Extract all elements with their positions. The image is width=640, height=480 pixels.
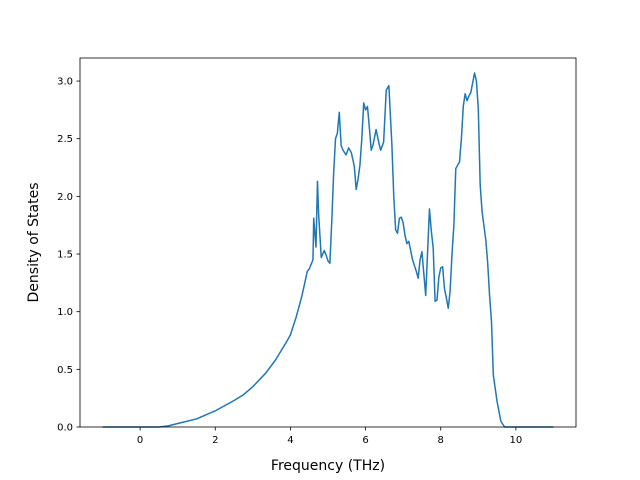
y-tick-label: 1.5 (57, 250, 73, 261)
x-tick-label: 2 (212, 435, 218, 446)
plot-frame (79, 57, 577, 428)
plot-area (80, 58, 576, 427)
x-tick-label: 10 (510, 435, 523, 446)
y-tick-label: 0.0 (57, 423, 73, 434)
y-tick-label: 3.0 (57, 77, 73, 88)
ticks: 0 2 4 6 8 10 0.0 0.5 1.0 1.5 2.0 2.5 3.0 (57, 77, 522, 446)
y-axis-label: Density of States (26, 183, 42, 303)
y-tick-label: 2.0 (57, 192, 73, 203)
x-tick-label: 0 (137, 435, 143, 446)
y-tick-label: 1.0 (57, 307, 73, 318)
x-tick-label: 6 (362, 435, 368, 446)
y-tick-label: 2.5 (57, 134, 73, 145)
x-axis-label: Frequency (THz) (271, 458, 385, 474)
x-tick-label: 8 (438, 435, 444, 446)
x-tick-label: 4 (287, 435, 293, 446)
series-line (102, 72, 554, 428)
y-tick-label: 0.5 (57, 365, 73, 376)
